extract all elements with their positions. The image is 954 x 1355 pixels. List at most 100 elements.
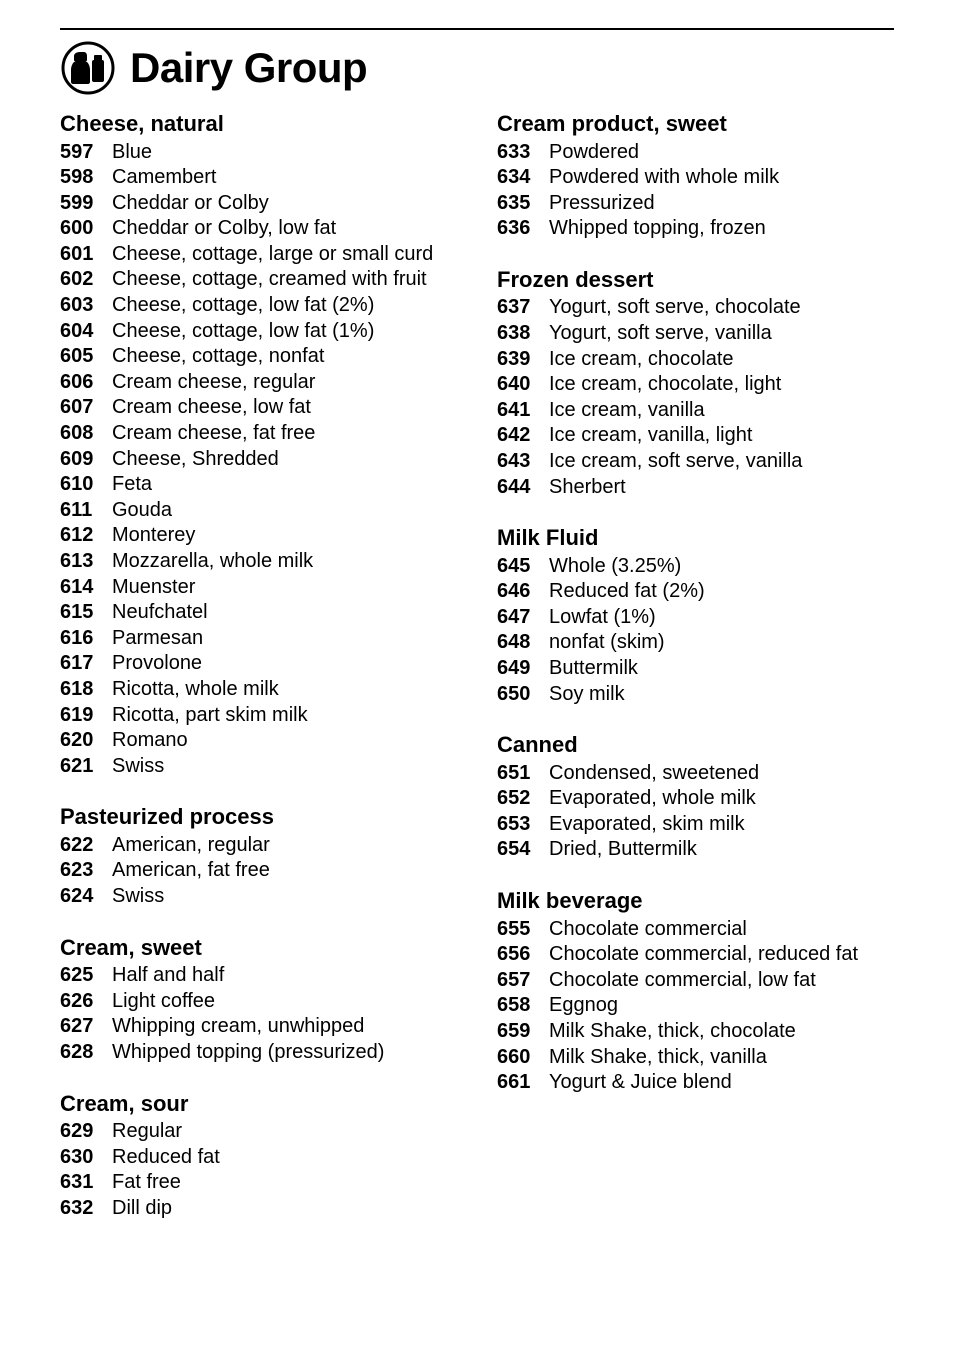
item-label: Muenster bbox=[112, 575, 195, 601]
section-title: Cream, sweet bbox=[60, 934, 457, 962]
item-label: Chocolate commercial bbox=[549, 917, 747, 943]
list-item: 599Cheddar or Colby bbox=[60, 191, 457, 217]
item-label: Monterey bbox=[112, 523, 195, 549]
section: Cream product, sweet633Powdered634Powder… bbox=[497, 110, 894, 242]
item-label: Whipped topping, frozen bbox=[549, 216, 766, 242]
item-code: 660 bbox=[497, 1045, 549, 1071]
item-label: Yogurt, soft serve, vanilla bbox=[549, 321, 772, 347]
item-label: Evaporated, whole milk bbox=[549, 786, 756, 812]
item-label: Cheese, cottage, large or small curd bbox=[112, 242, 433, 268]
item-code: 623 bbox=[60, 858, 112, 884]
item-code: 617 bbox=[60, 651, 112, 677]
item-label: Half and half bbox=[112, 963, 224, 989]
item-code: 605 bbox=[60, 344, 112, 370]
item-label: Yogurt, soft serve, chocolate bbox=[549, 295, 801, 321]
item-code: 597 bbox=[60, 140, 112, 166]
list-item: 600Cheddar or Colby, low fat bbox=[60, 216, 457, 242]
list-item: 658Eggnog bbox=[497, 993, 894, 1019]
item-code: 619 bbox=[60, 703, 112, 729]
item-label: Soy milk bbox=[549, 682, 625, 708]
list-item: 642Ice cream, vanilla, light bbox=[497, 423, 894, 449]
item-code: 646 bbox=[497, 579, 549, 605]
item-code: 606 bbox=[60, 370, 112, 396]
item-label: Powdered bbox=[549, 140, 639, 166]
item-code: 654 bbox=[497, 837, 549, 863]
left-column: Cheese, natural597Blue598Camembert599Che… bbox=[60, 110, 457, 1245]
item-code: 652 bbox=[497, 786, 549, 812]
list-item: 602Cheese, cottage, creamed with fruit bbox=[60, 267, 457, 293]
list-item: 661Yogurt & Juice blend bbox=[497, 1070, 894, 1096]
item-code: 624 bbox=[60, 884, 112, 910]
item-code: 643 bbox=[497, 449, 549, 475]
list-item: 647Lowfat (1%) bbox=[497, 605, 894, 631]
list-item: 606Cream cheese, regular bbox=[60, 370, 457, 396]
item-code: 655 bbox=[497, 917, 549, 943]
section: Milk Fluid645Whole (3.25%)646Reduced fat… bbox=[497, 524, 894, 707]
section-title: Canned bbox=[497, 731, 894, 759]
item-label: Chocolate commercial, reduced fat bbox=[549, 942, 858, 968]
item-label: Provolone bbox=[112, 651, 202, 677]
item-label: Dried, Buttermilk bbox=[549, 837, 697, 863]
item-code: 630 bbox=[60, 1145, 112, 1171]
item-label: Cheese, cottage, low fat (2%) bbox=[112, 293, 374, 319]
list-item: 633Powdered bbox=[497, 140, 894, 166]
list-item: 604Cheese, cottage, low fat (1%) bbox=[60, 319, 457, 345]
list-item: 659Milk Shake, thick, chocolate bbox=[497, 1019, 894, 1045]
item-label: Eggnog bbox=[549, 993, 618, 1019]
section-title: Frozen dessert bbox=[497, 266, 894, 294]
list-item: 645Whole (3.25%) bbox=[497, 554, 894, 580]
item-code: 629 bbox=[60, 1119, 112, 1145]
item-code: 602 bbox=[60, 267, 112, 293]
content-columns: Cheese, natural597Blue598Camembert599Che… bbox=[60, 110, 894, 1245]
item-label: Cheese, cottage, low fat (1%) bbox=[112, 319, 374, 345]
item-code: 656 bbox=[497, 942, 549, 968]
list-item: 603Cheese, cottage, low fat (2%) bbox=[60, 293, 457, 319]
page-title: Dairy Group bbox=[130, 44, 367, 92]
item-code: 638 bbox=[497, 321, 549, 347]
item-code: 616 bbox=[60, 626, 112, 652]
list-item: 626Light coffee bbox=[60, 989, 457, 1015]
item-label: Ice cream, vanilla bbox=[549, 398, 705, 424]
section: Frozen dessert637Yogurt, soft serve, cho… bbox=[497, 266, 894, 500]
item-label: Buttermilk bbox=[549, 656, 638, 682]
item-code: 661 bbox=[497, 1070, 549, 1096]
item-label: Pressurized bbox=[549, 191, 655, 217]
list-item: 651Condensed, sweetened bbox=[497, 761, 894, 787]
item-code: 645 bbox=[497, 554, 549, 580]
item-label: Reduced fat (2%) bbox=[549, 579, 705, 605]
list-item: 631Fat free bbox=[60, 1170, 457, 1196]
item-label: Milk Shake, thick, vanilla bbox=[549, 1045, 767, 1071]
list-item: 613Mozzarella, whole milk bbox=[60, 549, 457, 575]
item-label: Evaporated, skim milk bbox=[549, 812, 745, 838]
section: Canned651Condensed, sweetened652Evaporat… bbox=[497, 731, 894, 863]
item-label: Feta bbox=[112, 472, 152, 498]
list-item: 624Swiss bbox=[60, 884, 457, 910]
right-column: Cream product, sweet633Powdered634Powder… bbox=[497, 110, 894, 1245]
item-code: 599 bbox=[60, 191, 112, 217]
list-item: 597Blue bbox=[60, 140, 457, 166]
list-item: 601Cheese, cottage, large or small curd bbox=[60, 242, 457, 268]
item-label: Light coffee bbox=[112, 989, 215, 1015]
section-title: Milk beverage bbox=[497, 887, 894, 915]
item-label: Fat free bbox=[112, 1170, 181, 1196]
list-item: 641Ice cream, vanilla bbox=[497, 398, 894, 424]
list-item: 605Cheese, cottage, nonfat bbox=[60, 344, 457, 370]
section-title: Cream product, sweet bbox=[497, 110, 894, 138]
item-code: 620 bbox=[60, 728, 112, 754]
list-item: 632Dill dip bbox=[60, 1196, 457, 1222]
item-code: 639 bbox=[497, 347, 549, 373]
item-code: 604 bbox=[60, 319, 112, 345]
list-item: 637Yogurt, soft serve, chocolate bbox=[497, 295, 894, 321]
item-code: 642 bbox=[497, 423, 549, 449]
item-label: American, fat free bbox=[112, 858, 270, 884]
list-item: 607Cream cheese, low fat bbox=[60, 395, 457, 421]
item-code: 625 bbox=[60, 963, 112, 989]
item-label: Swiss bbox=[112, 884, 164, 910]
list-item: 655Chocolate commercial bbox=[497, 917, 894, 943]
section-title: Cream, sour bbox=[60, 1090, 457, 1118]
list-item: 628Whipped topping (pressurized) bbox=[60, 1040, 457, 1066]
item-label: Lowfat (1%) bbox=[549, 605, 656, 631]
item-label: Romano bbox=[112, 728, 188, 754]
list-item: 625Half and half bbox=[60, 963, 457, 989]
list-item: 617Provolone bbox=[60, 651, 457, 677]
